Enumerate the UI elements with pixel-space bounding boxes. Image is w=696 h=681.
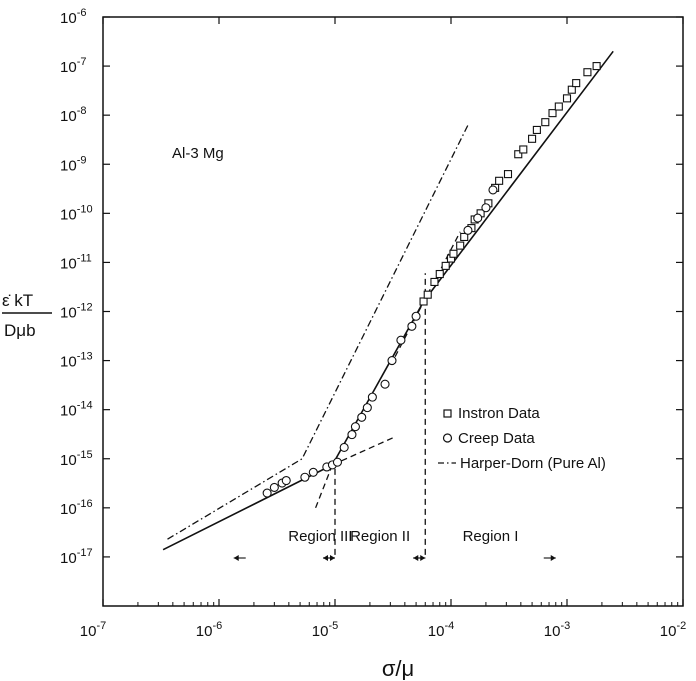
instron-point <box>562 94 572 103</box>
creep-point <box>387 356 397 366</box>
x-tick-label: 10-4 <box>428 620 454 640</box>
creep-point <box>488 185 498 195</box>
y-tick-label: 10-16 <box>60 498 93 518</box>
y-axis-label-top: ε̇ kT <box>2 291 33 310</box>
y-tick-label: 10-9 <box>60 154 86 174</box>
x-tick-label: 10-2 <box>660 620 686 640</box>
y-tick-label: 10-7 <box>60 56 86 76</box>
creep-point <box>463 225 473 235</box>
creep-point <box>262 488 272 498</box>
instron-point <box>495 176 504 185</box>
legend-circle-marker <box>442 433 453 443</box>
legend: Instron Data Creep Data Harper-Dorn (Pur… <box>438 405 606 472</box>
creep-point <box>367 392 377 402</box>
creep-point <box>396 335 406 345</box>
instron-point <box>583 68 592 77</box>
line-fit-solid <box>162 50 614 551</box>
instron-point <box>423 290 432 299</box>
instron-point <box>503 170 513 179</box>
x-tick-label: 10-7 <box>80 620 106 640</box>
creep-point <box>473 213 483 223</box>
y-tick-label: 10-8 <box>60 105 86 125</box>
y-axis-label-bottom: Dμb <box>4 321 36 340</box>
creep-point <box>380 379 390 389</box>
creep-point <box>281 475 291 486</box>
y-tick-label: 10-6 <box>60 7 86 27</box>
creep-point <box>407 321 417 331</box>
line-harper-dorn <box>167 124 469 540</box>
axes: 10-7 10-6 10-5 10-4 10-3 10-2 10-6 10-7 10-8 10-9… <box>60 7 686 640</box>
creep-point <box>332 457 343 467</box>
instron-point <box>441 261 450 270</box>
y-tick-label: 10-14 <box>60 400 93 420</box>
creep-point <box>269 482 279 493</box>
y-tick-label: 10-17 <box>60 547 93 567</box>
x-tick-label: 10-5 <box>312 620 338 640</box>
instron-point <box>460 232 469 242</box>
creep-point <box>362 403 372 413</box>
x-axis-label: σ/μ <box>382 656 414 681</box>
region-arrow-head <box>233 555 239 561</box>
creep-point <box>411 311 421 321</box>
instron-point <box>567 85 576 94</box>
line-region-ii-lower-extrapolation <box>314 464 334 509</box>
region-label: Region III <box>288 528 352 545</box>
y-tick-label: 10-13 <box>60 351 93 371</box>
legend-entry-harper-dorn: Harper-Dorn (Pure Al) <box>460 455 606 472</box>
creep-point <box>481 203 491 213</box>
creep-point <box>339 442 349 452</box>
instron-point <box>435 269 444 279</box>
region-label: Region II <box>350 528 410 545</box>
region-arrow-head <box>550 555 556 561</box>
region-label: Region I <box>463 528 519 545</box>
y-tick-label: 10-15 <box>60 449 93 469</box>
y-tick-label: 10-11 <box>60 252 92 272</box>
x-tick-label: 10-3 <box>544 620 570 640</box>
creep-point <box>347 430 357 440</box>
y-tick-label: 10-10 <box>60 203 93 223</box>
instron-point <box>541 118 550 127</box>
plot-frame <box>102 16 684 607</box>
instron-point <box>592 62 601 71</box>
instron-point <box>456 241 465 250</box>
creep-point <box>357 412 367 422</box>
instron-point <box>532 125 541 134</box>
instron-point <box>449 249 458 258</box>
legend-square-marker <box>443 409 452 418</box>
instron-point <box>430 277 439 286</box>
creep-point <box>308 467 318 477</box>
y-tick-label: 10-12 <box>60 302 93 322</box>
line-region-iii-extrapolation <box>332 436 396 466</box>
creep-point <box>300 472 310 482</box>
material-label: Al-3 Mg <box>172 145 224 162</box>
instron-point <box>572 79 581 88</box>
instron-point <box>528 134 537 143</box>
region-arrow-head <box>323 555 328 561</box>
instron-point <box>419 297 428 306</box>
data-markers <box>262 62 601 498</box>
creep-point <box>350 422 360 432</box>
x-tick-label: 10-6 <box>196 620 222 640</box>
series-lines <box>162 50 614 555</box>
instron-point <box>554 102 563 111</box>
legend-entry-instron: Instron Data <box>458 405 540 422</box>
legend-entry-creep: Creep Data <box>458 430 535 447</box>
instron-point <box>514 150 523 159</box>
region-arrow-head <box>413 555 419 561</box>
instron-point <box>519 145 528 154</box>
instron-point <box>548 109 557 118</box>
